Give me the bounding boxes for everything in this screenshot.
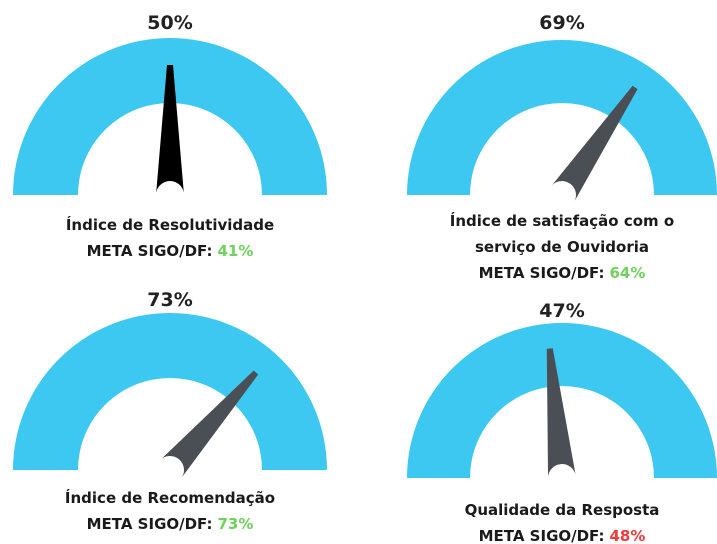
gauge-needle [159,370,259,480]
meta-value: 73% [217,515,253,533]
meta-label: META SIGO/DF: [479,264,605,282]
gauge-arc [13,38,327,195]
gauge-needle [156,65,184,195]
gauge-title: Índice de Recomendação [65,488,275,507]
gauge-title: Índice de Resolutividade [66,215,274,234]
gauge-arc [407,40,717,195]
meta-label: META SIGO/DF: [87,242,213,260]
gauge-value-label: 50% [147,12,192,34]
gauge-value-label: 47% [539,300,584,322]
meta-label: META SIGO/DF: [87,515,213,533]
gauge-needle [546,348,576,480]
gauge-title: Qualidade da Resposta [465,501,660,519]
gauge-needle [550,85,638,203]
gauge-title: Índice de satisfação com o [450,211,674,230]
gauge-title: serviço de Ouvidoria [475,238,649,256]
meta-value: 64% [609,264,645,282]
gauge-arc [13,313,327,470]
gauge-meta: META SIGO/DF: 48% [479,527,646,544]
meta-label: META SIGO/DF: [479,527,605,544]
meta-value: 41% [217,242,253,260]
gauge-meta: META SIGO/DF: 73% [87,515,254,533]
gauge-arc [407,323,717,478]
meta-value: 48% [609,527,645,544]
gauge-meta: META SIGO/DF: 41% [87,242,254,260]
gauge-value-label: 73% [147,289,192,311]
gauge-value-label: 69% [539,12,584,34]
gauge-meta: META SIGO/DF: 64% [479,264,646,282]
